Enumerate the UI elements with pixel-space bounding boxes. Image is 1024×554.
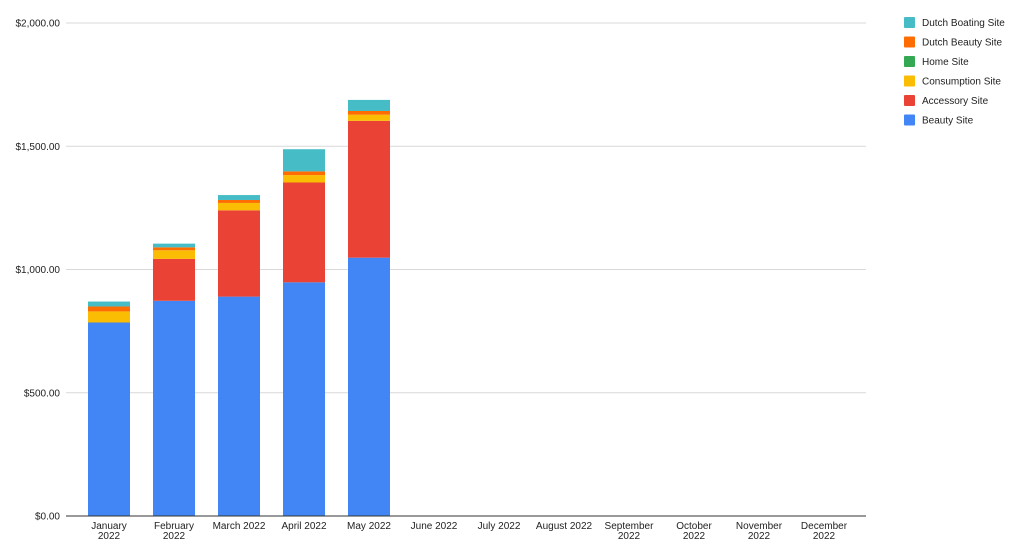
bar-segment bbox=[283, 171, 325, 176]
x-tick-label: 2022 bbox=[98, 531, 121, 542]
legend-swatch bbox=[904, 36, 915, 48]
y-tick-label: $1,500.00 bbox=[16, 142, 61, 153]
bar-segment bbox=[218, 296, 260, 516]
x-tick-label: June 2022 bbox=[411, 521, 458, 532]
bar-segment bbox=[348, 114, 390, 121]
x-tick-label: May 2022 bbox=[347, 521, 391, 532]
bar-segment bbox=[348, 120, 390, 258]
bar-segment bbox=[88, 311, 130, 323]
x-tick-label: July 2022 bbox=[478, 521, 521, 532]
x-tick-label: September bbox=[605, 521, 655, 532]
y-tick-label: $500.00 bbox=[24, 388, 61, 399]
legend: Dutch Boating Site Dutch Beauty Site Home … bbox=[904, 17, 1005, 127]
bar-segment bbox=[218, 195, 260, 200]
bar-segment bbox=[283, 149, 325, 172]
y-axis: $0.00 $500.00 $1,000.00 $1,500.00 $2,000.00 bbox=[16, 19, 61, 523]
gridlines bbox=[66, 22, 866, 394]
bar-segment bbox=[153, 243, 195, 248]
x-tick-label: 2022 bbox=[683, 531, 706, 542]
x-tick-label: 2022 bbox=[748, 531, 771, 542]
bar-segment bbox=[218, 202, 260, 211]
legend-label: Accessory Site bbox=[922, 96, 989, 107]
legend-label: Consumption Site bbox=[922, 77, 1001, 88]
bar-segment bbox=[348, 99, 390, 112]
x-tick-label: November bbox=[736, 521, 783, 532]
y-tick-label: $0.00 bbox=[35, 512, 60, 523]
bar-segment bbox=[88, 301, 130, 307]
bar-segment bbox=[348, 257, 390, 516]
legend-swatch bbox=[904, 75, 915, 87]
bar-segment bbox=[283, 182, 325, 283]
bar-segment bbox=[153, 258, 195, 301]
bar-segment bbox=[153, 300, 195, 516]
legend-label: Dutch Boating Site bbox=[922, 18, 1005, 29]
x-tick-label: October bbox=[676, 521, 712, 532]
bar-segment bbox=[88, 306, 130, 312]
x-tick-label: February bbox=[154, 521, 194, 532]
bar-segment bbox=[153, 247, 195, 251]
bars bbox=[88, 99, 390, 516]
legend-label: Beauty Site bbox=[922, 116, 974, 127]
bar-segment bbox=[153, 250, 195, 259]
x-tick-label: December bbox=[801, 521, 848, 532]
bar-segment bbox=[283, 282, 325, 516]
x-tick-label: 2022 bbox=[163, 531, 186, 542]
bar-segment bbox=[283, 175, 325, 183]
y-tick-label: $1,000.00 bbox=[16, 265, 61, 276]
bar-segment bbox=[218, 199, 260, 203]
bar-segment bbox=[348, 111, 390, 115]
x-tick-label: April 2022 bbox=[281, 521, 326, 532]
legend-swatch bbox=[904, 56, 915, 67]
x-tick-label: January bbox=[91, 521, 127, 532]
y-tick-label: $2,000.00 bbox=[16, 19, 61, 30]
x-tick-label: August 2022 bbox=[536, 521, 593, 532]
legend-label: Dutch Beauty Site bbox=[922, 38, 1002, 49]
legend-swatch bbox=[904, 95, 915, 106]
legend-swatch bbox=[904, 17, 915, 28]
x-tick-label: 2022 bbox=[618, 531, 641, 542]
bar-segment bbox=[218, 210, 260, 297]
bar-segment bbox=[88, 322, 130, 516]
legend-label: Home Site bbox=[922, 57, 969, 68]
x-tick-label: 2022 bbox=[813, 531, 836, 542]
x-tick-label: March 2022 bbox=[213, 521, 266, 532]
legend-swatch bbox=[904, 114, 915, 126]
